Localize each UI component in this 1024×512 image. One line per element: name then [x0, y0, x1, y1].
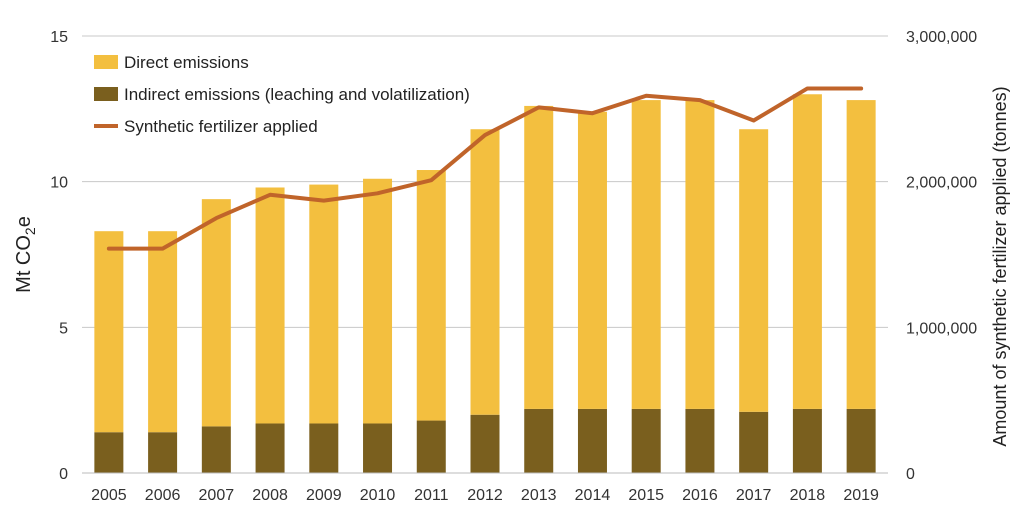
fertilizer-line-layer	[106, 86, 864, 251]
fertilizer-point	[215, 217, 217, 219]
direct-emissions-bar	[363, 178, 393, 424]
fertilizer-point	[269, 194, 271, 196]
indirect-emissions-bar	[255, 423, 285, 473]
x-tick-label: 2006	[145, 487, 181, 504]
x-tick-label: 2019	[843, 487, 879, 504]
legend-swatch	[94, 87, 118, 101]
direct-emissions-bar	[524, 105, 554, 409]
indirect-emissions-bar	[416, 420, 446, 473]
indirect-emissions-bar	[94, 432, 124, 473]
direct-emissions-bar	[309, 184, 339, 424]
x-tick-label: 2016	[682, 487, 718, 504]
x-tick-label: 2007	[199, 487, 235, 504]
fertilizer-point	[860, 87, 862, 89]
indirect-emissions-bar	[148, 432, 178, 473]
direct-emissions-bar	[148, 231, 178, 433]
fertilizer-point	[806, 87, 808, 89]
indirect-emissions-bar	[846, 408, 876, 473]
bars	[94, 94, 876, 473]
indirect-emissions-bar	[201, 426, 231, 473]
fertilizer-point	[591, 112, 593, 114]
direct-emissions-bar	[255, 187, 285, 424]
x-tick-label: 2010	[360, 487, 396, 504]
indirect-emissions-bar	[739, 411, 769, 473]
direct-emissions-bar	[416, 170, 446, 421]
indirect-emissions-bar	[685, 408, 715, 473]
x-tick-label: 2013	[521, 487, 557, 504]
fertilizer-point	[645, 95, 647, 97]
y-right-tick-label: 3,000,000	[906, 29, 977, 46]
legend: Direct emissions Indirect emissions (leac…	[94, 53, 470, 136]
legend-label: Direct emissions	[124, 53, 249, 72]
legend-label: Indirect emissions (leaching and volatil…	[124, 85, 470, 104]
indirect-emissions-bar	[631, 408, 661, 473]
x-tick-label: 2012	[467, 487, 503, 504]
indirect-emissions-bar	[309, 423, 339, 473]
y-right-tick-label: 0	[906, 466, 915, 483]
axes: 0 5 10 15 0 1,000,000 2,000,000 3,000,000 2005 20…	[13, 29, 1010, 504]
direct-emissions-bar	[846, 100, 876, 409]
x-tick-label: 2009	[306, 487, 342, 504]
x-tick-label: 2011	[414, 487, 449, 504]
legend-swatch	[94, 55, 118, 69]
x-tick-label: 2014	[575, 487, 611, 504]
y-right-tick-label: 1,000,000	[906, 320, 977, 337]
fertilizer-point	[108, 248, 110, 250]
direct-emissions-bar	[94, 231, 124, 433]
fertilizer-point	[699, 99, 701, 101]
y-right-axis-title: Amount of synthetic fertilizer applied (…	[990, 86, 1010, 446]
y-left-tick-label: 0	[59, 466, 68, 483]
y-left-tick-label: 5	[59, 320, 68, 337]
fertilizer-point	[430, 179, 432, 181]
direct-emissions-bar	[577, 111, 607, 409]
x-tick-label: 2005	[91, 487, 127, 504]
direct-emissions-bar	[631, 100, 661, 409]
fertilizer-point	[753, 119, 755, 121]
x-tick-label: 2015	[628, 487, 664, 504]
direct-emissions-bar	[470, 129, 500, 415]
indirect-emissions-bar	[524, 408, 554, 473]
direct-emissions-bar	[201, 199, 231, 427]
direct-emissions-bar	[685, 100, 715, 409]
fertilizer-point	[162, 248, 164, 250]
x-tick-label: 2017	[736, 487, 772, 504]
indirect-emissions-bar	[792, 408, 822, 473]
fertilizer-point	[377, 192, 379, 194]
indirect-emissions-bar	[470, 414, 500, 473]
direct-emissions-bar	[739, 129, 769, 412]
indirect-emissions-bar	[577, 408, 607, 473]
fertilizer-point	[323, 200, 325, 202]
y-left-tick-label: 10	[50, 175, 68, 192]
y-left-axis-title: Mt CO2e	[13, 216, 38, 293]
direct-emissions-bar	[792, 94, 822, 409]
y-right-tick-label: 2,000,000	[906, 175, 977, 192]
y-left-tick-label: 15	[50, 29, 68, 46]
legend-label: Synthetic fertilizer applied	[124, 117, 318, 136]
fertilizer-point	[538, 106, 540, 108]
fertilizer-point	[484, 134, 486, 136]
indirect-emissions-bar	[363, 423, 393, 473]
x-tick-label: 2008	[252, 487, 288, 504]
x-tick-label: 2018	[790, 487, 826, 504]
